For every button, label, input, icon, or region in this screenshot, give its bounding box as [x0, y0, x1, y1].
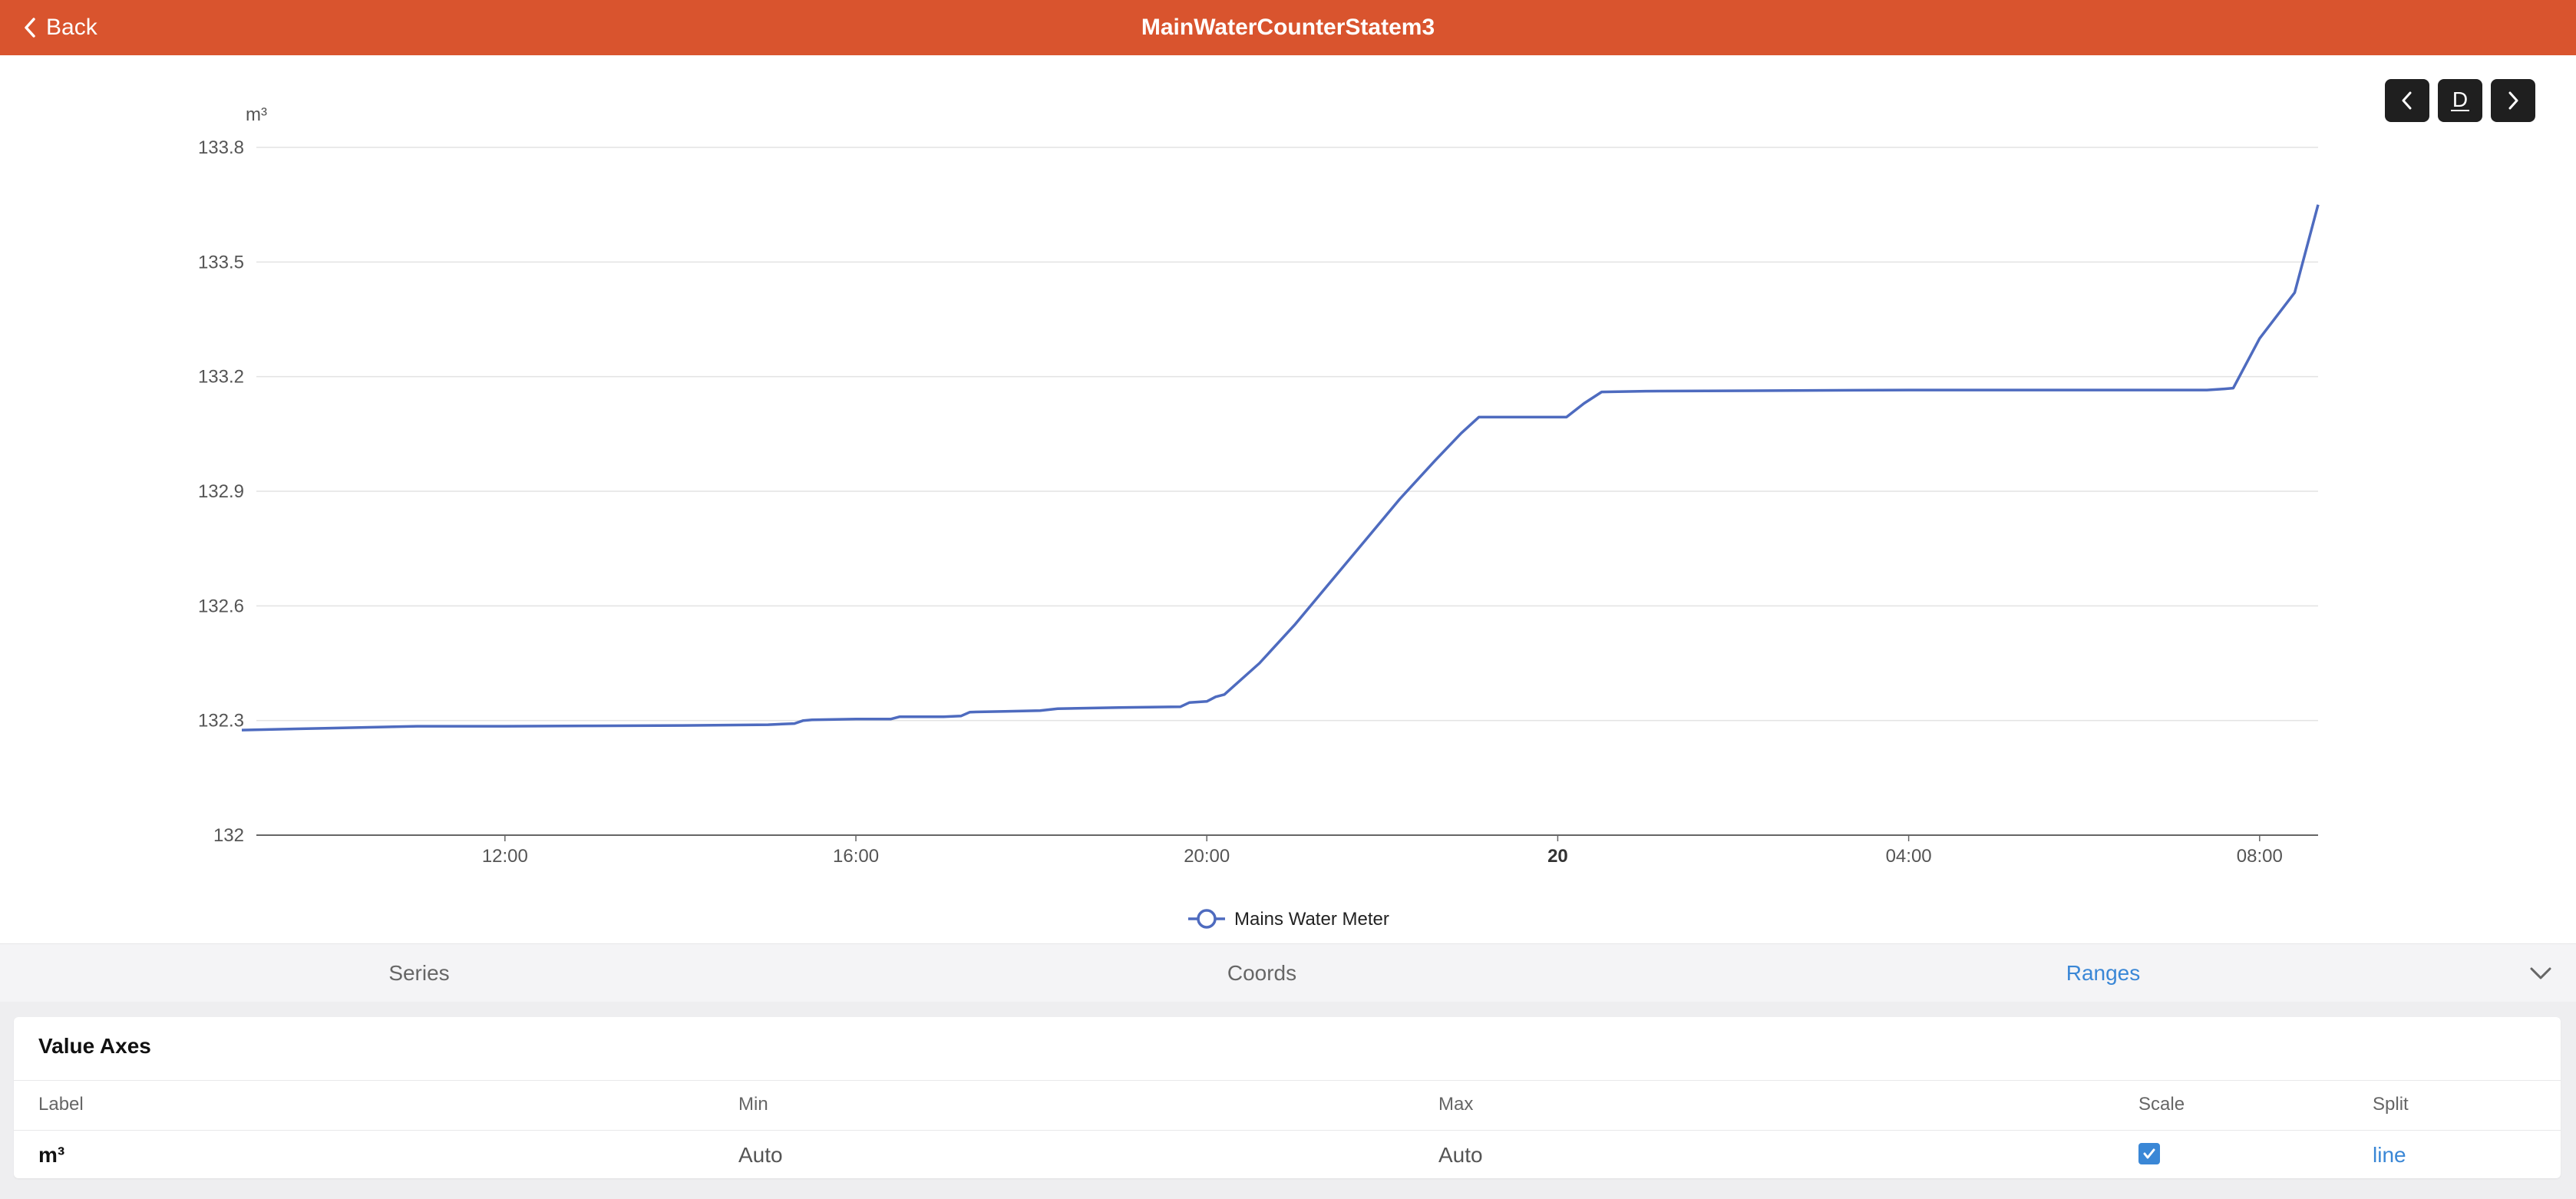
y-tick-label: 132.6 — [198, 596, 244, 616]
x-tick-label: 12:00 — [482, 846, 528, 867]
period-day-button[interactable]: D — [2438, 79, 2482, 122]
column-header-min: Min — [738, 1094, 768, 1115]
chevron-left-icon — [25, 18, 35, 38]
x-tick-label: 04:00 — [1886, 846, 1932, 867]
water-meter-chart: m³ 132 132.3 132.6 132.9 133.2 133.5 133.8 12:… — [198, 104, 2320, 930]
divider — [14, 1080, 2561, 1081]
chart-grid — [256, 147, 2318, 836]
x-tick-label: 16:00 — [833, 846, 879, 867]
x-tick-label: 20 — [1547, 846, 1568, 867]
x-tick-label: 08:00 — [2237, 846, 2283, 867]
y-axis-unit-label: m³ — [246, 104, 267, 125]
chevron-left-icon — [2402, 91, 2412, 110]
x-tick-label: 20:00 — [1184, 846, 1230, 867]
y-tick-label: 132.3 — [198, 711, 244, 732]
checkmark-icon — [2143, 1148, 2155, 1159]
y-tick-label: 132.9 — [198, 481, 244, 502]
page-title: MainWaterCounterStatem3 — [1141, 15, 1435, 40]
column-header-max: Max — [1438, 1094, 1474, 1115]
tab-ranges[interactable]: Ranges — [2066, 961, 2141, 985]
y-tick-label: 132 — [213, 825, 244, 846]
next-period-button[interactable] — [2491, 79, 2535, 122]
chevron-down-icon[interactable] — [2527, 961, 2555, 986]
chevron-right-icon — [2508, 91, 2518, 110]
y-tick-label: 133.2 — [198, 367, 244, 388]
y-tick-label: 133.8 — [198, 137, 244, 158]
value-axes-title: Value Axes — [38, 1034, 151, 1058]
app-header: Back MainWaterCounterStatem3 — [0, 0, 2576, 55]
column-header-split: Split — [2373, 1094, 2409, 1115]
tab-series[interactable]: Series — [388, 961, 450, 985]
split-type-link[interactable]: line — [2373, 1143, 2406, 1167]
column-header-scale: Scale — [2138, 1094, 2185, 1115]
y-axis: 132 132.3 132.6 132.9 133.2 133.5 133.8 — [198, 137, 244, 846]
back-button[interactable]: Back — [21, 0, 97, 55]
back-label: Back — [46, 15, 97, 40]
axis-max-field[interactable]: Auto — [1438, 1143, 1483, 1167]
divider — [14, 1130, 2561, 1131]
scale-checkbox[interactable] — [2138, 1143, 2160, 1164]
tab-coords[interactable]: Coords — [1227, 961, 1297, 985]
axis-label-value: m³ — [38, 1143, 65, 1167]
x-axis: 12:00 16:00 20:00 20 04:00 08:00 — [482, 835, 2283, 867]
y-tick-label: 133.5 — [198, 252, 244, 272]
chart-legend[interactable]: Mains Water Meter — [1188, 909, 1389, 930]
series-line-mains-water-meter — [241, 204, 2320, 732]
column-header-label: Label — [38, 1094, 84, 1115]
legend-label: Mains Water Meter — [1234, 909, 1389, 930]
value-axes-card: Value Axes Label Min Max Scale Split m³ … — [14, 1017, 2561, 1178]
period-label: D — [2450, 88, 2470, 111]
previous-period-button[interactable] — [2385, 79, 2429, 122]
settings-tabs: Series Coords Ranges — [0, 943, 2576, 1002]
legend-marker-icon — [1197, 909, 1217, 929]
axis-min-field[interactable]: Auto — [738, 1143, 783, 1167]
